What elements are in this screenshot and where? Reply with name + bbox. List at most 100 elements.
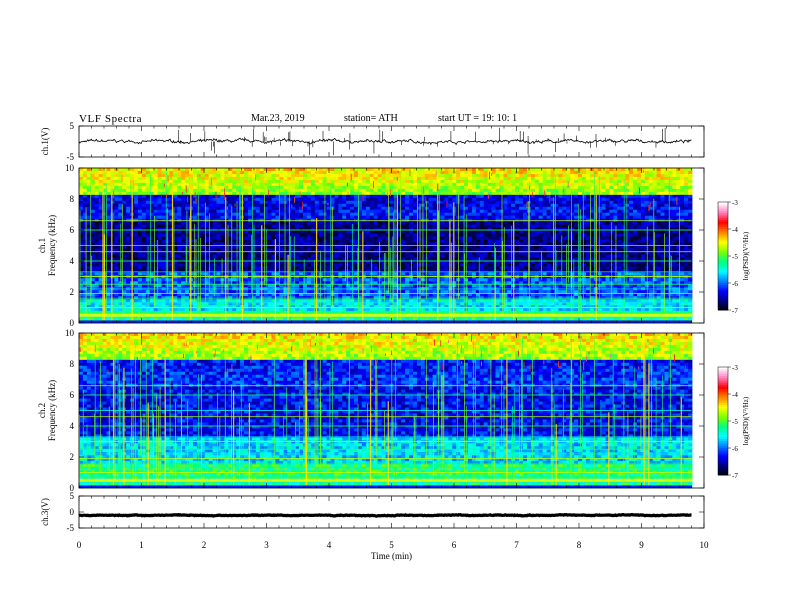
spectrogram-cell (216, 176, 221, 181)
spectrogram-cell (267, 197, 272, 202)
spectrogram-cell (373, 215, 379, 220)
spectrogram-cell (236, 206, 241, 211)
spectrogram-cell (259, 203, 265, 208)
spectrogram-cell (342, 284, 347, 288)
spectrogram-cell (224, 239, 229, 243)
spectrogram-cell (86, 275, 92, 279)
spectrogram-cell (161, 260, 166, 264)
spectrogram-cell (428, 317, 434, 321)
spectrogram-cell (228, 302, 233, 306)
spectrogram-cell (137, 251, 143, 255)
spectrogram-cell (263, 191, 269, 196)
spectrogram-cell (365, 170, 371, 175)
spectrogram-cell (185, 176, 190, 181)
spectrogram-cell (106, 173, 111, 178)
spectrogram-cell (145, 221, 151, 226)
spectrogram-cell (299, 299, 304, 303)
spectrogram-cell (161, 194, 166, 199)
spectrogram-cell (181, 182, 186, 187)
spectrogram-cell (291, 254, 296, 258)
spectrogram-cell (134, 173, 139, 178)
spectrogram-cell (369, 224, 375, 229)
spectrogram-cell (401, 200, 406, 205)
spectrogram-cell (86, 227, 92, 231)
spectrogram-cell (291, 191, 296, 196)
spectrogram-cell (318, 203, 324, 208)
spectrogram-cell (208, 233, 213, 237)
spectrogram-cell (409, 239, 414, 243)
spectrogram-cell (122, 200, 127, 205)
spectrogram-cell (267, 308, 272, 312)
spectrogram-cell (416, 305, 422, 309)
spectrogram-cell (413, 168, 418, 172)
spectrogram-cell (338, 260, 343, 264)
spectrogram-cell (432, 230, 437, 234)
spectrogram-cell (416, 302, 422, 306)
spectrogram-cell (255, 248, 261, 252)
spectrogram-cell (232, 317, 237, 321)
spectrogram-cell (346, 227, 351, 231)
spectrogram-cell (94, 227, 100, 231)
spectrogram-cell (185, 185, 190, 190)
spectrogram-cell (208, 284, 213, 288)
spectrogram-cell (94, 197, 100, 202)
spectrogram-cell (259, 215, 265, 220)
spectrogram-cell (141, 284, 147, 288)
spectrogram-cell (357, 188, 363, 193)
spectrogram-cell (338, 272, 343, 276)
spectrogram-cell (377, 176, 382, 181)
spectrogram-cell (299, 168, 304, 172)
spectrogram-cell (381, 290, 386, 294)
spectrogram-cell (342, 179, 347, 184)
spectrogram-cell (409, 185, 414, 190)
spectrogram-cell (365, 173, 371, 178)
spectrogram-cell (106, 236, 111, 240)
spectrogram-cell (354, 305, 359, 309)
spectrogram-cell (397, 173, 402, 178)
spectrogram-cell (267, 257, 272, 261)
spectrogram-cell (177, 206, 182, 211)
spectrogram-cell (220, 284, 225, 288)
spectrogram-cell (302, 221, 308, 226)
spectrogram-cell (216, 197, 221, 202)
spectrogram-cell (90, 275, 96, 279)
spectrogram-cell (318, 176, 324, 181)
spectrogram-cell (141, 257, 147, 261)
spectrogram-cell (236, 257, 241, 261)
spectrogram-cell (153, 275, 158, 279)
spectrogram-cell (291, 260, 296, 264)
spectrogram-cell (177, 278, 182, 282)
spectrogram-cell (436, 308, 441, 312)
spectrogram-cell (275, 290, 280, 294)
spectrogram-cell (424, 260, 430, 264)
spectrogram-cell (428, 173, 434, 178)
spectrogram-cell (413, 224, 418, 229)
spectrogram-cell (385, 293, 390, 297)
spectrogram-cell (440, 185, 445, 190)
spectrogram-cell (204, 168, 210, 172)
spectrogram-cell (169, 293, 174, 297)
spectrogram-cell (334, 200, 339, 205)
spectrogram-cell (224, 284, 229, 288)
spectrogram-cell (208, 224, 213, 229)
spectrogram-cell (220, 212, 225, 217)
spectrogram-cell (381, 308, 386, 312)
spectrogram-cell (381, 302, 386, 306)
spectrogram-cell (141, 227, 147, 231)
spectrogram-cell (208, 185, 213, 190)
spectrogram-cell (314, 209, 320, 214)
spectrogram-cell (173, 191, 178, 196)
spectrogram-cell (409, 230, 414, 234)
spectrogram-cell (401, 212, 406, 217)
spectrogram-cell (149, 191, 155, 196)
spectrogram-cell (326, 206, 331, 211)
spectrogram-cell (141, 179, 147, 184)
spectrogram-cell (232, 200, 237, 205)
spectrogram-cell (192, 179, 198, 184)
spectrogram-cell (141, 188, 147, 193)
spectrogram-cell (334, 179, 339, 184)
spectrogram-cell (200, 168, 206, 172)
spectrogram-cell (200, 251, 206, 255)
spectrogram-cell (346, 302, 351, 306)
spectrogram-cell (357, 254, 363, 258)
